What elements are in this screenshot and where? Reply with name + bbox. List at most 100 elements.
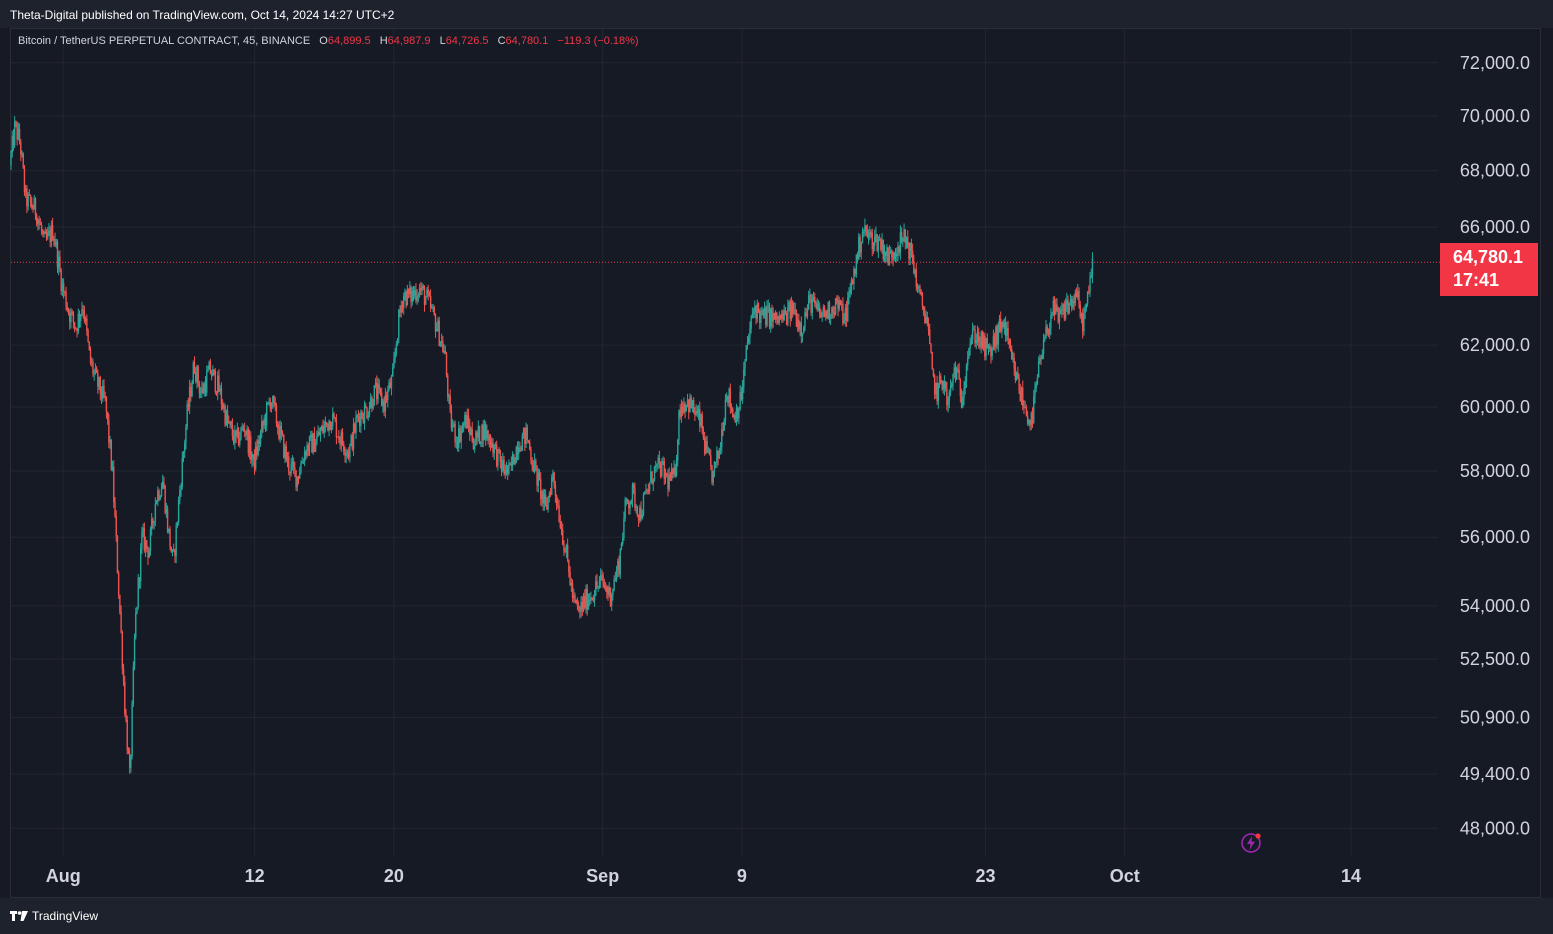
candle-body [702,431,705,439]
candle [226,404,229,429]
candle-body [755,306,757,319]
candle-body [662,461,664,463]
candle-body [549,493,552,495]
candle [405,290,407,309]
candle-body [164,485,166,513]
candle-body [612,589,614,595]
candle-body [602,575,604,584]
candle-body [799,322,801,330]
candle-body [705,440,707,454]
candle-body [377,384,379,400]
candle-body [506,465,509,474]
candle [103,379,105,399]
candle-body [206,371,208,393]
candle [230,420,232,430]
candle-body [388,382,390,390]
candle [621,532,624,547]
candle-body [75,327,77,330]
candle-body [1068,302,1070,314]
candle-body [571,582,574,598]
candle [224,403,226,428]
candle [907,230,909,249]
lightning-icon[interactable] [1240,832,1262,854]
candle-body [810,294,812,313]
candle-body [482,424,484,441]
candle-body [940,376,942,384]
candle-body [411,290,413,302]
candle [190,382,192,402]
candle [202,382,204,394]
candle-body [380,392,383,406]
candle-body [948,392,951,401]
candle [834,298,837,316]
candle-body [761,310,763,313]
candle [861,227,864,244]
candle-body [195,372,197,382]
tradingview-logo[interactable]: TradingView [10,909,98,923]
candle-body [184,443,186,452]
candle [725,392,728,403]
candle-body [582,596,585,611]
candle [647,483,650,495]
candle-body [466,415,469,428]
candle-body [898,246,900,253]
candle [308,435,311,457]
candle-body [1014,368,1017,381]
candle [23,164,26,197]
candle [345,448,347,464]
candle-body [1077,290,1079,298]
candle-body [81,309,83,315]
candle [466,408,469,429]
candle [281,430,284,437]
candle [818,302,821,319]
candle-body [499,450,502,462]
candle-body [511,454,514,466]
candle-body [93,371,95,374]
candle-body [442,340,444,353]
candle-body [451,425,454,429]
candle [918,284,920,293]
candle [511,451,514,471]
candle-body [319,430,322,436]
candle-body [240,428,242,439]
candle-body [166,509,169,532]
candle [585,584,587,614]
candle [35,212,38,227]
candle-body [674,467,677,476]
candle-body [910,242,913,251]
candle-body [188,387,191,407]
candle [946,381,948,411]
candle-body [538,472,541,480]
chart-frame[interactable] [10,28,1541,898]
candle-body [733,415,735,418]
candle-body [927,323,930,330]
candle-body [65,291,67,308]
candle [518,441,520,461]
candle [571,579,574,603]
candle-body [480,442,482,444]
candle-body [338,436,340,440]
candle-body [744,360,746,370]
candle [728,387,730,408]
candle-body [680,406,683,417]
candle-body [606,586,608,593]
candle-body [1044,338,1046,341]
candle [925,310,927,324]
candle [143,522,146,553]
candle-body [642,494,645,515]
candle-body [738,409,740,419]
candle-body [475,432,477,446]
candle [919,284,921,295]
candle [767,299,769,313]
candle [554,480,557,503]
candle-body [560,527,563,530]
candle-body [60,269,62,292]
candle-body [265,403,268,426]
candle-body [71,311,73,313]
candle-body [1003,322,1006,328]
candle [122,663,125,687]
candle-body [190,387,192,397]
candle-body [850,280,853,291]
candle [49,226,51,248]
